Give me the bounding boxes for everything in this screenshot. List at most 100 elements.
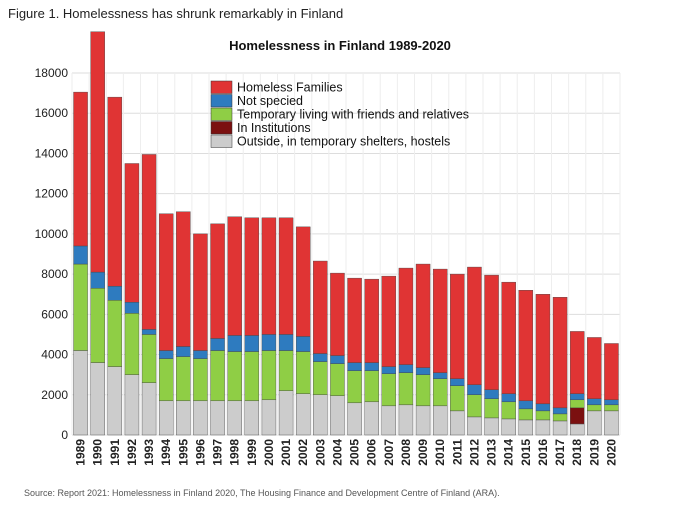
y-tick-label: 16000 <box>35 106 69 120</box>
bar-segment-temporary-living-with-friends-and-relatives-1999 <box>244 351 260 402</box>
bar-segment-homeless-families-1999 <box>244 217 260 336</box>
bar-segment-homeless-families-2000 <box>261 217 277 335</box>
bar-segment-homeless-families-2014 <box>501 281 516 394</box>
bar-segment-outside-in-temporary-shelters-hostels-1991 <box>107 366 123 436</box>
bar-segment-temporary-living-with-friends-and-relatives-2014 <box>501 401 516 420</box>
bar-segment-temporary-living-with-friends-and-relatives-2002 <box>295 351 311 394</box>
x-tick-label: 2006 <box>365 439 379 466</box>
x-tick-label: 1990 <box>91 439 105 466</box>
bar-segment-not-specied-2019 <box>587 398 602 406</box>
bar-segment-homeless-families-2005 <box>347 277 362 363</box>
bar-segment-not-specied-1999 <box>244 335 260 352</box>
bar-segment-temporary-living-with-friends-and-relatives-1995 <box>176 356 191 402</box>
x-tick-label: 1993 <box>142 439 156 466</box>
bar-segment-temporary-living-with-friends-and-relatives-1993 <box>141 334 157 383</box>
bar-segment-outside-in-temporary-shelters-hostels-1999 <box>244 400 260 436</box>
bar-segment-homeless-families-2003 <box>313 260 328 354</box>
legend-label: Homeless Families <box>237 81 343 95</box>
bar-segment-homeless-families-2015 <box>518 290 534 402</box>
bar-segment-homeless-families-2017 <box>552 297 568 409</box>
bar-segment-not-specied-2011 <box>450 378 465 386</box>
bar-segment-not-specied-2010 <box>432 372 448 379</box>
figure-title: Figure 1. Homelessness has shrunk remark… <box>8 6 344 21</box>
bar-segment-not-specied-2004 <box>330 355 345 364</box>
bar-segment-not-specied-1996 <box>193 350 208 359</box>
bar-segment-outside-in-temporary-shelters-hostels-1993 <box>141 382 157 436</box>
bar-segment-not-specied-2000 <box>261 334 277 351</box>
legend-label: Outside, in temporary shelters, hostels <box>237 135 450 149</box>
x-tick-label: 2005 <box>348 439 362 466</box>
bar-segment-temporary-living-with-friends-and-relatives-1992 <box>124 313 140 375</box>
bar-segment-homeless-families-1992 <box>124 163 140 303</box>
legend-swatch <box>210 107 233 121</box>
bar-segment-outside-in-temporary-shelters-hostels-2014 <box>501 418 516 436</box>
bar-segment-not-specied-1994 <box>158 350 174 359</box>
bar-segment-not-specied-2002 <box>295 336 311 352</box>
y-tick-label: 2000 <box>41 388 68 402</box>
bar-segment-temporary-living-with-friends-and-relatives-1997 <box>210 350 225 402</box>
bar-segment-outside-in-temporary-shelters-hostels-1997 <box>210 400 225 436</box>
bar-segment-temporary-living-with-friends-and-relatives-2016 <box>535 410 551 421</box>
bar-segment-outside-in-temporary-shelters-hostels-1990 <box>90 362 105 436</box>
bar-segment-not-specied-2018 <box>569 393 585 401</box>
y-tick-label: 14000 <box>35 146 69 160</box>
x-tick-label: 2009 <box>416 439 430 466</box>
bar-segment-homeless-families-2002 <box>295 226 311 337</box>
bar-segment-not-specied-1993 <box>141 329 157 335</box>
bar-segment-not-specied-2007 <box>381 366 397 374</box>
bar-segment-outside-in-temporary-shelters-hostels-2012 <box>467 416 482 436</box>
x-tick-label: 2014 <box>502 439 516 466</box>
bar-segment-not-specied-2009 <box>415 367 431 375</box>
y-tick-label: 8000 <box>41 267 68 281</box>
bar-segment-outside-in-temporary-shelters-hostels-2011 <box>450 410 465 436</box>
bars <box>73 31 619 436</box>
bar-segment-temporary-living-with-friends-and-relatives-2017 <box>552 413 568 422</box>
bar-segment-homeless-families-2007 <box>381 275 397 367</box>
x-tick-label: 1998 <box>228 439 242 466</box>
bar-segment-not-specied-2006 <box>364 362 379 371</box>
bar-segment-temporary-living-with-friends-and-relatives-2000 <box>261 350 277 401</box>
bar-segment-outside-in-temporary-shelters-hostels-1996 <box>193 400 208 436</box>
y-tick-label: 6000 <box>41 307 68 321</box>
bar-segment-not-specied-2020 <box>604 399 619 406</box>
bar-segment-outside-in-temporary-shelters-hostels-1995 <box>176 400 191 436</box>
bar-segment-not-specied-2016 <box>535 403 551 412</box>
bar-segment-temporary-living-with-friends-and-relatives-2005 <box>347 370 362 404</box>
bar-segment-outside-in-temporary-shelters-hostels-2018 <box>569 423 585 436</box>
bar-segment-outside-in-temporary-shelters-hostels-2017 <box>552 420 568 436</box>
bar-segment-outside-in-temporary-shelters-hostels-2001 <box>278 390 294 436</box>
x-tick-label: 2013 <box>485 439 499 466</box>
y-tick-label: 0 <box>61 428 68 442</box>
x-tick-label: 2017 <box>553 439 567 466</box>
x-tick-label: 2016 <box>536 439 550 466</box>
bar-segment-outside-in-temporary-shelters-hostels-2010 <box>432 405 448 436</box>
x-tick-label: 2007 <box>382 439 396 466</box>
x-tick-label: 2008 <box>399 439 413 466</box>
legend-swatch <box>210 94 233 108</box>
bar-segment-not-specied-2005 <box>347 362 362 371</box>
bar-segment-outside-in-temporary-shelters-hostels-2003 <box>313 394 328 436</box>
bar-segment-temporary-living-with-friends-and-relatives-1990 <box>90 287 105 363</box>
y-tick-label: 10000 <box>35 227 69 241</box>
bar-segment-not-specied-1992 <box>124 302 140 314</box>
bar-segment-homeless-families-1995 <box>176 211 191 347</box>
bar-segment-outside-in-temporary-shelters-hostels-2020 <box>604 410 619 436</box>
bar-segment-temporary-living-with-friends-and-relatives-2003 <box>313 361 328 395</box>
bar-segment-homeless-families-1990 <box>90 31 105 273</box>
bar-segment-homeless-families-2020 <box>604 343 619 401</box>
bar-segment-outside-in-temporary-shelters-hostels-1998 <box>227 400 242 436</box>
bar-segment-homeless-families-2016 <box>535 294 551 405</box>
chart-title: Homelessness in Finland 1989-2020 <box>229 38 451 53</box>
bar-segment-not-specied-2013 <box>484 389 499 400</box>
bar-segment-not-specied-2015 <box>518 400 534 410</box>
bar-segment-temporary-living-with-friends-and-relatives-2004 <box>330 363 345 396</box>
bar-segment-not-specied-2012 <box>467 384 482 395</box>
x-tick-label: 2011 <box>450 439 464 465</box>
bar-segment-homeless-families-1991 <box>107 96 123 287</box>
legend-swatch <box>210 121 233 135</box>
bar-segment-temporary-living-with-friends-and-relatives-1996 <box>193 358 208 402</box>
x-tick-label: 2012 <box>467 439 481 466</box>
bar-segment-not-specied-2008 <box>398 364 414 373</box>
bar-segment-outside-in-temporary-shelters-hostels-2009 <box>415 405 431 436</box>
